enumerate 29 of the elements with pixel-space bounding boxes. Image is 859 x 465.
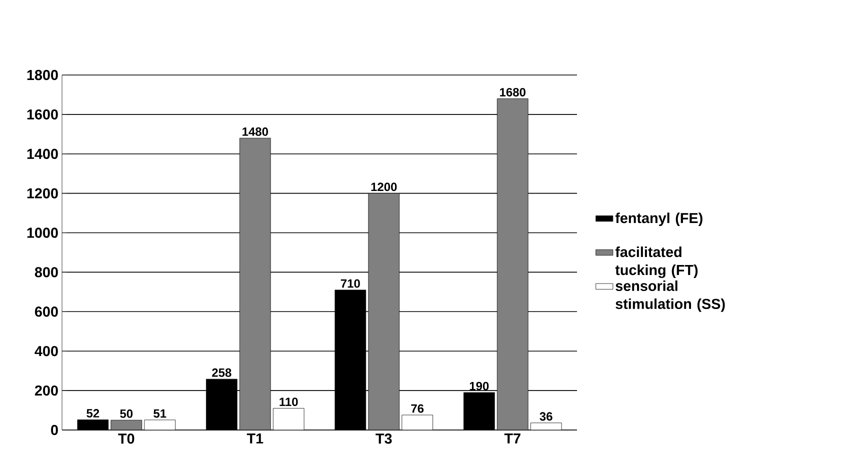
data-label: 710 xyxy=(340,279,360,288)
data-label: 51 xyxy=(154,409,166,418)
y-tick-label: 200 xyxy=(34,385,58,396)
data-label: 52 xyxy=(86,409,100,418)
y-tick-label: 600 xyxy=(34,306,58,317)
y-tick-label: 1800 xyxy=(27,70,58,80)
data-label: 1200 xyxy=(371,182,397,192)
data-label: 76 xyxy=(411,404,424,413)
y-tick-label: 1200 xyxy=(27,188,58,198)
data-label: 50 xyxy=(120,409,133,418)
y-tick-label: 400 xyxy=(34,346,58,356)
x-tick-label: T0 xyxy=(118,434,134,444)
data-label: 258 xyxy=(212,368,232,377)
y-tick-label: 1400 xyxy=(27,148,58,159)
data-label: 190 xyxy=(470,382,489,390)
data-label: 36 xyxy=(540,412,552,421)
x-tick-label: T3 xyxy=(376,434,392,444)
data-label: 1680 xyxy=(500,88,526,96)
data-label: 110 xyxy=(280,398,298,406)
legend-label: sensorial stimulation (SS) xyxy=(616,280,725,312)
x-tick-label: T1 xyxy=(246,434,264,444)
legend-label: fentanyl (FE) xyxy=(615,212,702,226)
legend-label: facilitated tucking (FT) xyxy=(615,246,698,278)
x-tick-label: T7 xyxy=(504,434,520,444)
y-tick-label: 800 xyxy=(34,267,58,278)
y-tick-label: 1600 xyxy=(27,109,58,120)
data-label: 1480 xyxy=(242,127,268,136)
y-tick-label: 1000 xyxy=(27,228,58,238)
y-tick-label: 0 xyxy=(51,424,58,436)
